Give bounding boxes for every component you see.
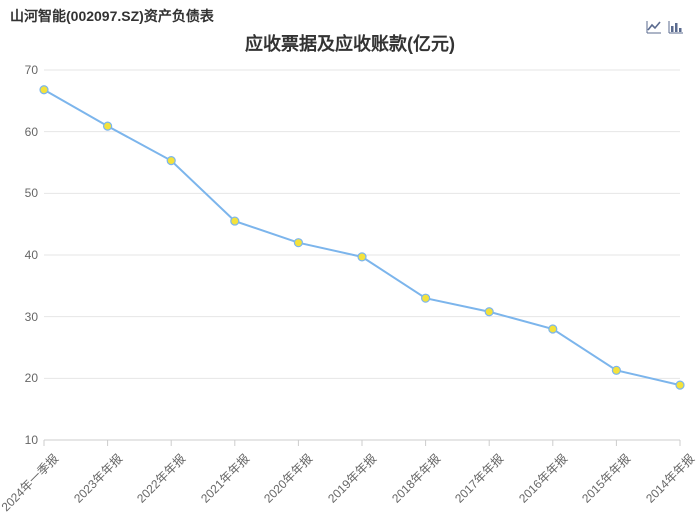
y-axis-label: 20: [8, 371, 38, 385]
y-axis-label: 30: [8, 310, 38, 324]
y-axis-label: 40: [8, 248, 38, 262]
chart-area: 102030405060702024年一季报2023年年报2022年年报2021…: [0, 60, 700, 527]
y-axis-label: 10: [8, 433, 38, 447]
chart-title: 应收票据及应收账款(亿元): [0, 30, 700, 56]
y-axis-label: 60: [8, 125, 38, 139]
y-axis-label: 50: [8, 186, 38, 200]
page-header: 山河智能(002097.SZ)资产负债表: [10, 6, 214, 26]
y-axis-label: 70: [8, 63, 38, 77]
line-chart: [0, 60, 700, 527]
